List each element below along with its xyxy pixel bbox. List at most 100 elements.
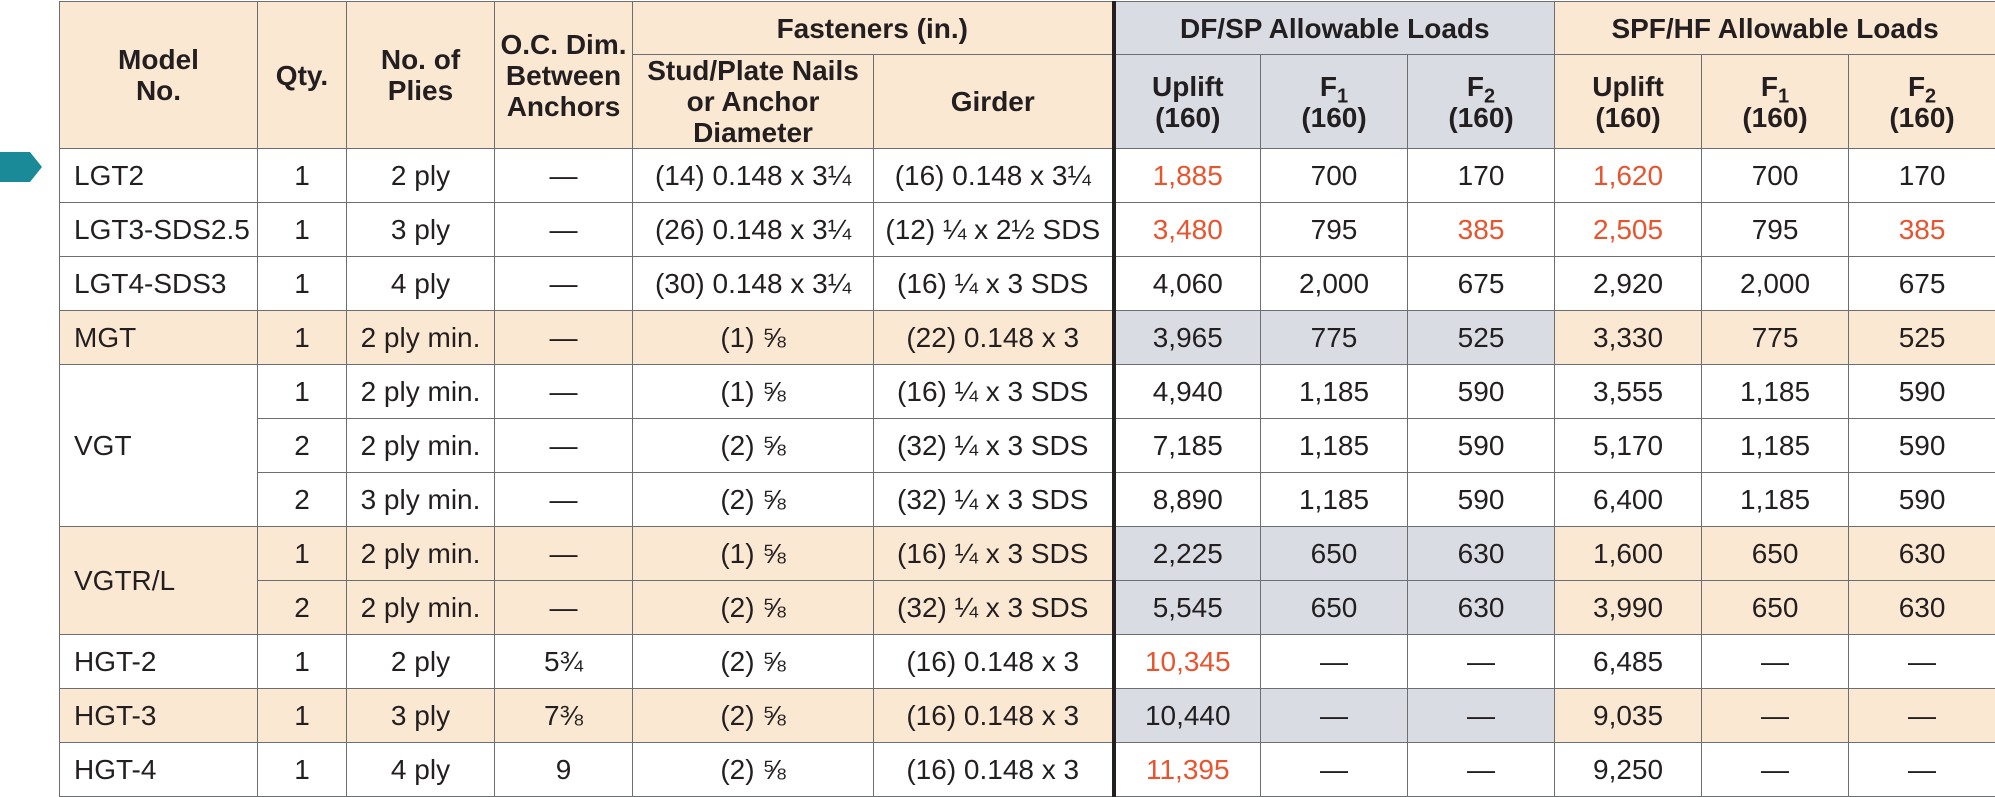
stud-plate-cell: (2) ⅝ — [633, 419, 874, 473]
model-cell: HGT-4 — [60, 743, 258, 797]
spf-f2-cell: — — [1849, 743, 1995, 797]
stud-plate-cell: (1) ⅝ — [633, 365, 874, 419]
df-f1-cell: 1,185 — [1261, 365, 1408, 419]
girder-cell: (16) 0.148 x 3 — [874, 689, 1114, 743]
oc-dim-cell: — — [495, 365, 633, 419]
oc-dim-cell: — — [495, 311, 633, 365]
spf-uplift-cell: 2,505 — [1555, 203, 1702, 257]
oc-dim-cell: — — [495, 581, 633, 635]
qty-cell: 1 — [258, 689, 347, 743]
df-uplift-cell: 11,395 — [1114, 743, 1261, 797]
plies-cell: 3 ply min. — [347, 473, 495, 527]
spf-f2-cell: — — [1849, 689, 1995, 743]
spf-uplift-cell: 1,620 — [1555, 149, 1702, 203]
header-df-uplift: Uplift(160) — [1114, 55, 1261, 149]
girder-cell: (16) ¼ x 3 SDS — [874, 527, 1114, 581]
model-cell: LGT4-SDS3 — [60, 257, 258, 311]
spf-uplift-cell: 5,170 — [1555, 419, 1702, 473]
spf-uplift-cell: 9,250 — [1555, 743, 1702, 797]
df-f2-cell: 630 — [1408, 527, 1555, 581]
plies-cell: 2 ply min. — [347, 311, 495, 365]
df-uplift-cell: 10,440 — [1114, 689, 1261, 743]
qty-cell: 2 — [258, 473, 347, 527]
plies-cell: 2 ply — [347, 635, 495, 689]
spf-f1-cell: 2,000 — [1702, 257, 1849, 311]
oc-dim-cell: 9 — [495, 743, 633, 797]
spf-uplift-cell: 9,035 — [1555, 689, 1702, 743]
stud-plate-cell: (30) 0.148 x 3¼ — [633, 257, 874, 311]
df-f1-cell: — — [1261, 635, 1408, 689]
spf-uplift-cell: 1,600 — [1555, 527, 1702, 581]
header-spf-f1: F1(160) — [1702, 55, 1849, 149]
df-f2-cell: — — [1408, 635, 1555, 689]
spf-uplift-cell: 6,400 — [1555, 473, 1702, 527]
oc-dim-cell: 5¾ — [495, 635, 633, 689]
girder-cell: (16) 0.148 x 3 — [874, 743, 1114, 797]
df-uplift-cell: 10,345 — [1114, 635, 1261, 689]
model-cell: MGT — [60, 311, 258, 365]
header-qty: Qty. — [258, 2, 347, 149]
plies-cell: 2 ply min. — [347, 365, 495, 419]
oc-dim-cell: — — [495, 473, 633, 527]
plies-cell: 4 ply — [347, 743, 495, 797]
df-f2-cell: 525 — [1408, 311, 1555, 365]
df-f1-cell: 700 — [1261, 149, 1408, 203]
spf-f2-cell: 590 — [1849, 365, 1995, 419]
plies-cell: 2 ply — [347, 149, 495, 203]
qty-cell: 1 — [258, 149, 347, 203]
df-uplift-cell: 8,890 — [1114, 473, 1261, 527]
df-uplift-cell: 1,885 — [1114, 149, 1261, 203]
df-f1-cell: 775 — [1261, 311, 1408, 365]
qty-cell: 1 — [258, 311, 347, 365]
stud-plate-cell: (26) 0.148 x 3¼ — [633, 203, 874, 257]
girder-cell: (16) ¼ x 3 SDS — [874, 257, 1114, 311]
stud-plate-cell: (2) ⅝ — [633, 635, 874, 689]
df-uplift-cell: 2,225 — [1114, 527, 1261, 581]
df-f1-cell: 795 — [1261, 203, 1408, 257]
df-uplift-cell: 5,545 — [1114, 581, 1261, 635]
spf-f1-cell: 1,185 — [1702, 365, 1849, 419]
qty-cell: 1 — [258, 635, 347, 689]
header-model-no: Model No. — [60, 2, 258, 149]
girder-cell: (32) ¼ x 3 SDS — [874, 419, 1114, 473]
qty-cell: 1 — [258, 203, 347, 257]
spf-f1-cell: — — [1702, 689, 1849, 743]
header-df-f2: F2(160) — [1408, 55, 1555, 149]
header-oc-dim: O.C. Dim. Between Anchors — [495, 2, 633, 149]
df-f1-cell: 650 — [1261, 527, 1408, 581]
girder-cell: (32) ¼ x 3 SDS — [874, 581, 1114, 635]
df-f2-cell: 675 — [1408, 257, 1555, 311]
header-plies: No. of Plies — [347, 2, 495, 149]
df-f2-cell: 590 — [1408, 419, 1555, 473]
oc-dim-cell: — — [495, 257, 633, 311]
stud-plate-cell: (2) ⅝ — [633, 743, 874, 797]
qty-cell: 1 — [258, 743, 347, 797]
spf-f2-cell: — — [1849, 635, 1995, 689]
model-cell: HGT-3 — [60, 689, 258, 743]
spf-f1-cell: 795 — [1702, 203, 1849, 257]
model-cell: LGT3-SDS2.5 — [60, 203, 258, 257]
oc-dim-cell: — — [495, 527, 633, 581]
plies-cell: 2 ply min. — [347, 581, 495, 635]
header-stud-plate: Stud/Plate Nails or Anchor Diameter — [633, 55, 874, 149]
header-spf-uplift: Uplift(160) — [1555, 55, 1702, 149]
df-f2-cell: — — [1408, 689, 1555, 743]
qty-cell: 1 — [258, 257, 347, 311]
df-f2-cell: — — [1408, 743, 1555, 797]
df-f1-cell: 650 — [1261, 581, 1408, 635]
spf-f2-cell: 170 — [1849, 149, 1995, 203]
df-f2-cell: 170 — [1408, 149, 1555, 203]
df-f2-cell: 385 — [1408, 203, 1555, 257]
qty-cell: 1 — [258, 527, 347, 581]
girder-cell: (16) ¼ x 3 SDS — [874, 365, 1114, 419]
header-df-f1: F1(160) — [1261, 55, 1408, 149]
girder-cell: (16) 0.148 x 3¼ — [874, 149, 1114, 203]
